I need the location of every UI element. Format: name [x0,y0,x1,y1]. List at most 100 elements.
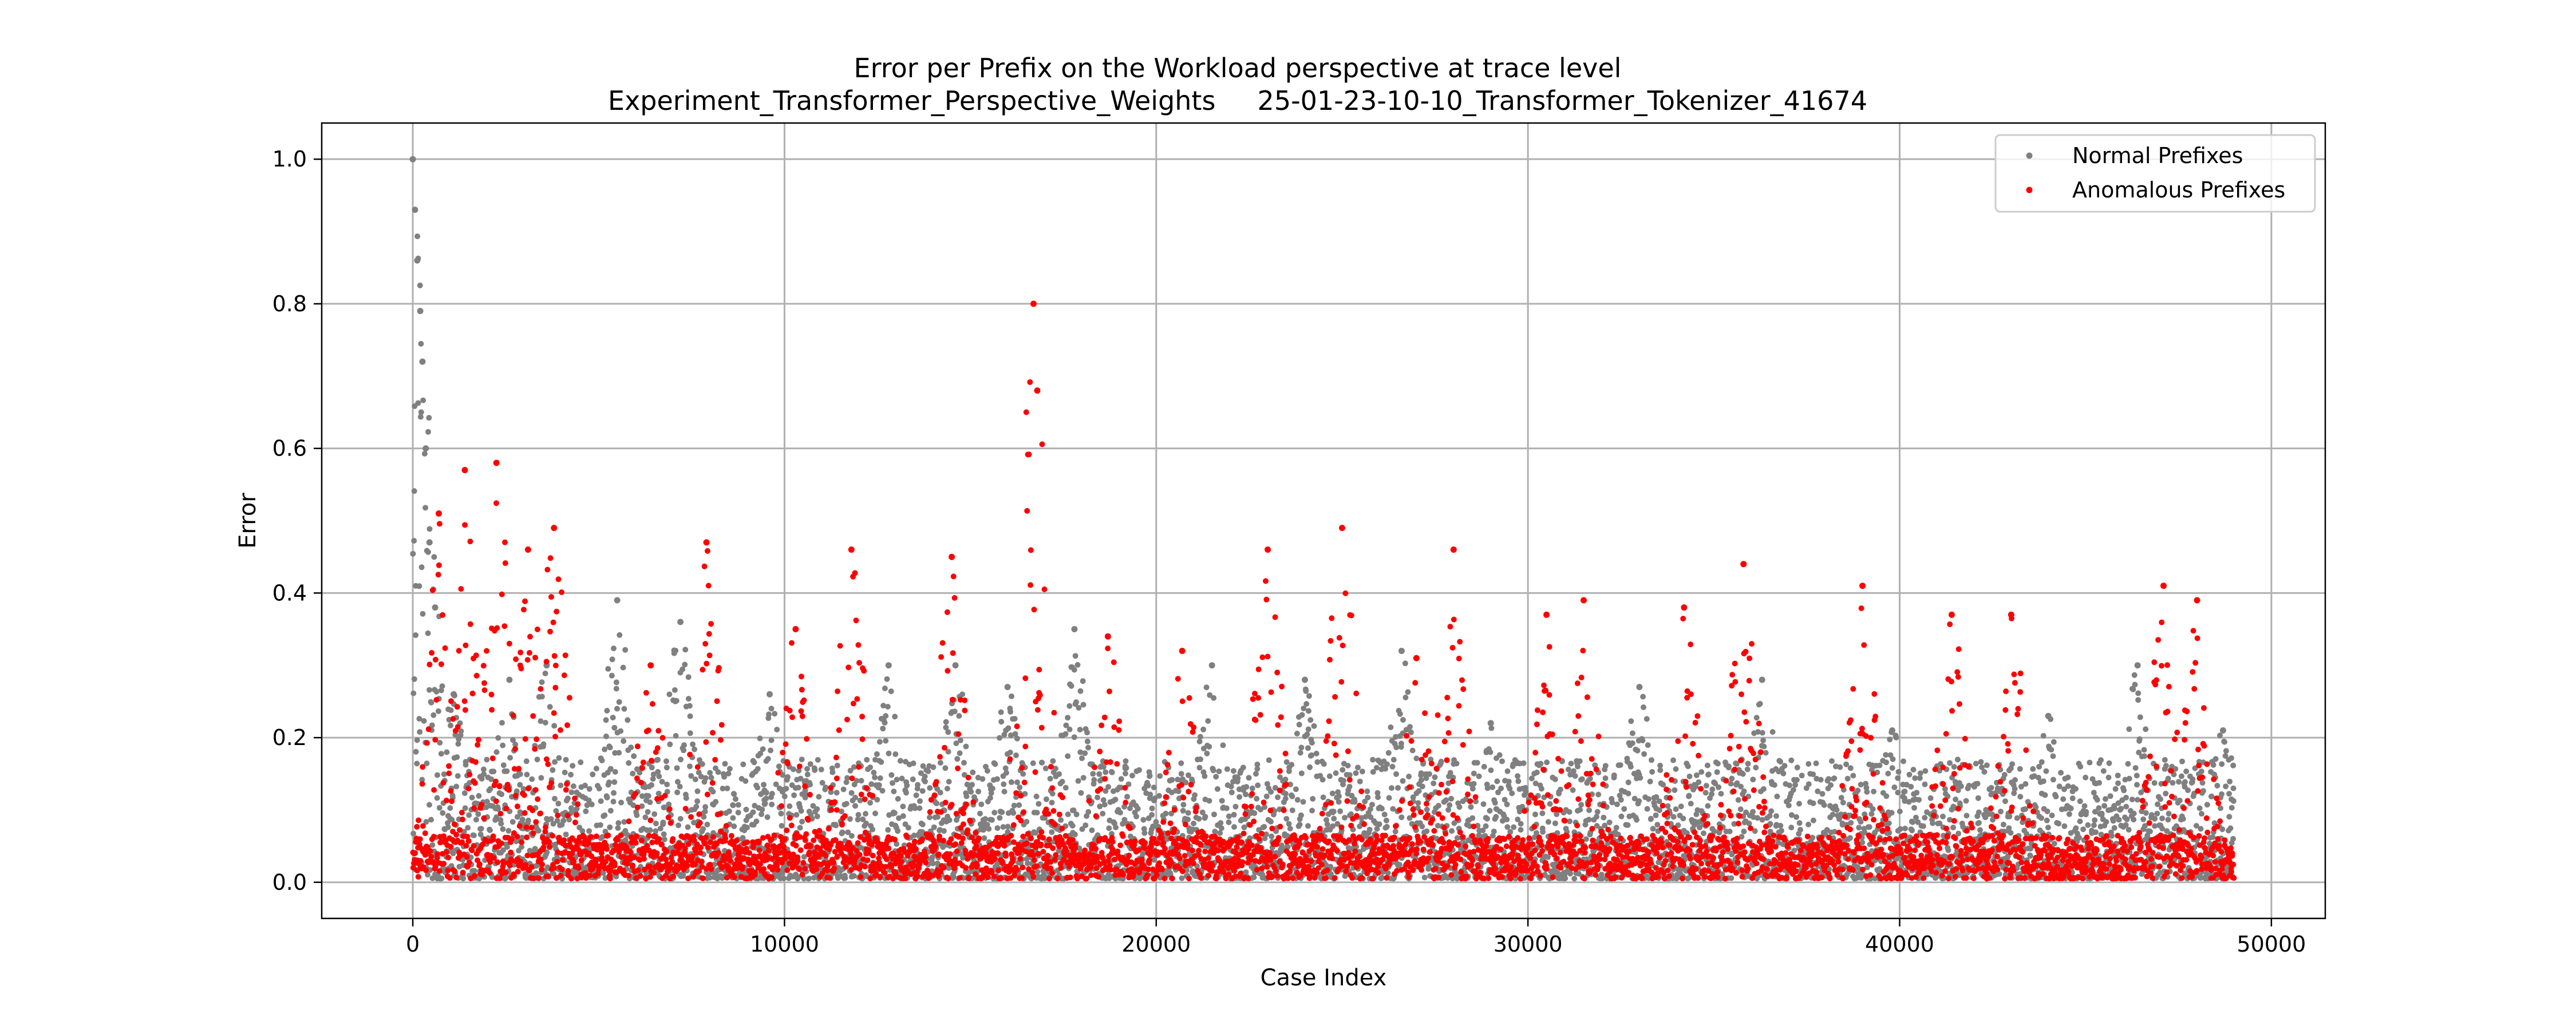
normal-prefix-point [507,755,513,761]
normal-prefix-point [1595,791,1602,798]
normal-prefix-point [927,814,933,821]
normal-prefix-point [1010,810,1017,816]
normal-prefix-point [1157,773,1163,779]
normal-prefix-point [713,799,719,805]
normal-prefix-point [1419,823,1425,830]
normal-prefix-point [764,814,771,820]
normal-prefix-point [1910,767,1917,772]
normal-prefix-point [1889,765,1895,771]
normal-prefix-point [903,790,909,796]
normal-prefix-point [471,867,477,874]
normal-prefix-point [1254,795,1260,802]
normal-prefix-point [884,676,890,682]
normal-prefix-point [1079,755,1085,762]
normal-prefix-point [2121,787,2127,794]
normal-prefix-point [1831,775,1838,782]
normal-prefix-point [552,759,558,765]
normal-prefix-point [607,824,613,830]
normal-prefix-point [2100,768,2107,774]
normal-prefix-point [525,817,531,823]
normal-prefix-point [1617,762,1623,768]
normal-prefix-point [999,809,1005,815]
normal-prefix-point [1039,759,1045,766]
normal-prefix-point [1192,792,1198,798]
normal-prefix-point [681,742,687,748]
normal-prefix-point [946,779,952,785]
normal-prefix-point [870,826,876,833]
normal-prefix-point [1902,789,1908,795]
normal-prefix-point [1876,762,1883,768]
normal-prefix-point [1147,772,1153,779]
normal-prefix-point [1973,760,1979,767]
normal-prefix-point [2109,833,2115,839]
normal-prefix-point [1185,817,1191,822]
normal-prefix-point [1310,796,1316,802]
normal-prefix-point [433,688,440,695]
normal-prefix-point [863,811,868,817]
normal-prefix-point [1425,865,1432,871]
normal-prefix-point [1810,771,1816,778]
normal-prefix-point [1345,763,1351,768]
normal-prefix-point [621,819,627,825]
normal-prefix-point [1627,763,1634,770]
normal-prefix-point [847,816,853,822]
normal-prefix-point [1231,811,1237,818]
normal-prefix-point [1243,791,1249,798]
normal-prefix-point [1577,807,1583,813]
normal-prefix-point [1082,750,1088,756]
normal-prefix-point [1618,797,1624,803]
normal-prefix-point [1760,737,1767,743]
normal-prefix-point [481,771,487,777]
normal-prefix-point [1101,802,1108,808]
normal-prefix-point [1213,774,1219,780]
normal-prefix-point [663,758,669,764]
normal-prefix-point [2066,811,2072,817]
normal-prefix-point [1145,782,1151,789]
normal-prefix-point [628,744,634,751]
normal-prefix-point [2094,797,2100,803]
normal-prefix-point [710,830,716,836]
normal-prefix-point [984,768,990,774]
normal-prefix-point [991,810,998,816]
normal-prefix-point [586,828,592,834]
normal-prefix-point [1283,815,1290,822]
normal-prefix-point [1298,812,1304,818]
normal-prefix-point [712,861,717,867]
normal-prefix-point [1269,833,1275,839]
chart-title-line-1: Error per Prefix on the Workload perspec… [854,53,1622,84]
normal-prefix-point [816,794,822,800]
normal-prefix-point [912,805,918,811]
normal-prefix-point [2068,805,2074,811]
normal-prefix-point [611,645,617,652]
normal-prefix-point [1069,823,1076,829]
normal-prefix-point [1746,821,1752,827]
normal-prefix-point [1329,790,1336,797]
normal-prefix-point [1981,768,1988,775]
normal-prefix-point [1153,819,1159,825]
normal-prefix-point [1586,817,1592,823]
normal-prefix-point [811,875,817,881]
normal-prefix-point [673,648,679,653]
normal-prefix-point [997,815,1003,821]
normal-prefix-point [730,815,736,821]
normal-prefix-point [1287,826,1293,831]
normal-prefix-point [1552,776,1558,782]
normal-prefix-point [476,793,482,799]
normal-prefix-point [681,747,687,754]
normal-prefix-point [2040,732,2046,739]
normal-prefix-point [1773,813,1779,819]
normal-prefix-point [538,775,544,781]
normal-prefix-point [1504,817,1510,823]
normal-prefix-point [922,773,928,779]
normal-prefix-point [798,808,804,814]
normal-prefix-point [773,781,779,787]
normal-prefix-point [1196,764,1203,771]
normal-prefix-point [445,824,451,830]
normal-prefix-point [1251,874,1257,881]
normal-prefix-point [1074,661,1081,668]
normal-prefix-point [588,801,595,807]
normal-prefix-point [998,709,1004,715]
normal-prefix-point [539,679,545,686]
normal-prefix-point [1640,694,1646,700]
normal-prefix-point [814,806,820,812]
